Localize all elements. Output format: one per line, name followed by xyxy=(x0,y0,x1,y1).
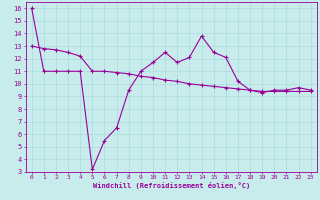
X-axis label: Windchill (Refroidissement éolien,°C): Windchill (Refroidissement éolien,°C) xyxy=(92,182,250,189)
